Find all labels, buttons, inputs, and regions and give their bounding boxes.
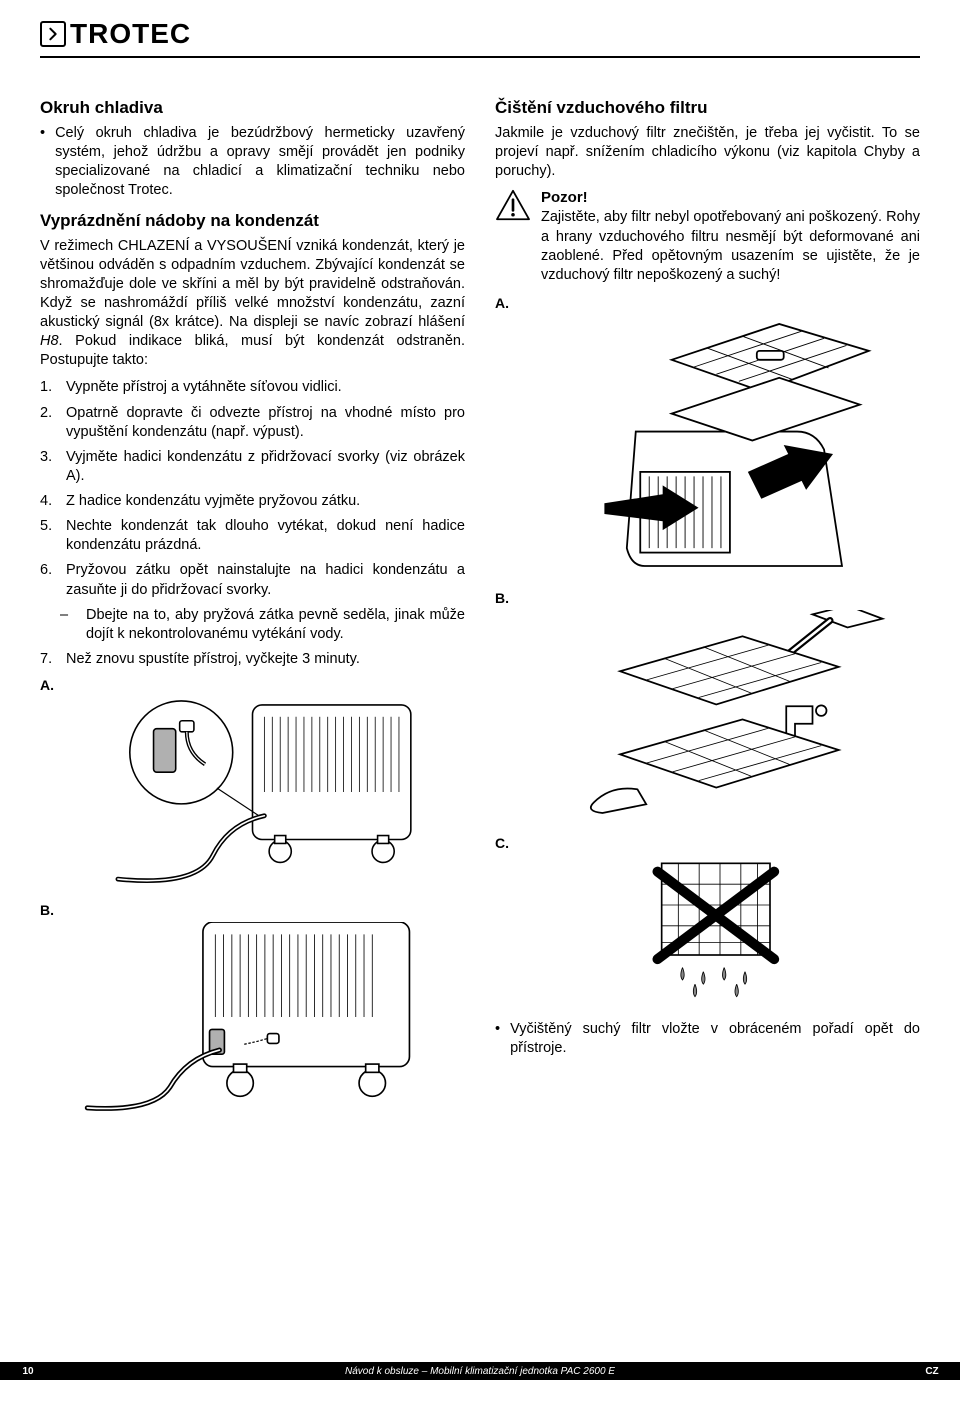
figure-c-label: C. xyxy=(495,835,920,851)
step-5: 5. Nechte kondenzát tak dlouho vytékat, … xyxy=(40,517,465,555)
figure-b-label: B. xyxy=(40,902,465,918)
step-text: Než znovu spustíte přístroj, vyčkejte 3 … xyxy=(66,650,465,669)
bullet-dot-icon: • xyxy=(40,124,45,201)
figure-a-filter-remove xyxy=(495,315,920,580)
brand-name: TROTEC xyxy=(70,18,191,50)
step-num: 3. xyxy=(40,448,58,486)
right-column: Čištění vzduchového filtru Jakmile je vz… xyxy=(495,98,920,1127)
intro-vyprazdneni: V režimech CHLAZENÍ a VYSOUŠENÍ vzniká k… xyxy=(40,237,465,371)
figure-a-drain-detail xyxy=(40,697,465,892)
footer-lang: CZ xyxy=(912,1366,952,1377)
bullet-reinstall: • Vyčištěný suchý filtr vložte v obrácen… xyxy=(495,1020,920,1058)
step-6: 6. Pryžovou zátku opět nainstalujte na h… xyxy=(40,561,465,599)
figure-c-no-dry-install xyxy=(495,855,920,1010)
step-num: 4. xyxy=(40,492,58,511)
page-footer: 10 Návod k obsluze – Mobilní klimatizačn… xyxy=(0,1362,960,1380)
footer-title: Návod k obsluze – Mobilní klimatizační j… xyxy=(48,1366,912,1377)
figure-a2-label: A. xyxy=(495,295,920,311)
step-6-sub: – Dbejte na to, aby pryžová zátka pevně … xyxy=(60,606,465,644)
step-1: 1. Vypněte přístroj a vytáhněte síťovou … xyxy=(40,378,465,397)
chevron-right-icon xyxy=(40,21,66,47)
warning-text: Zajistěte, aby filtr nebyl opotřebovaný … xyxy=(541,208,920,285)
step-num: 6. xyxy=(40,561,58,599)
step-2: 2. Opatrně dopravte či odvezte přístroj … xyxy=(40,404,465,442)
step-text: Pryžovou zátku opět nainstalujte na hadi… xyxy=(66,561,465,599)
brand-logo: TROTEC xyxy=(40,18,920,50)
bullet-okruh-text: Celý okruh chladiva je bezúdržbový herme… xyxy=(55,124,465,201)
dash-icon: – xyxy=(60,606,78,644)
step-text: Nechte kondenzát tak dlouho vytékat, dok… xyxy=(66,517,465,555)
step-text: Vyjměte hadici kondenzátu z přidržovací … xyxy=(66,448,465,486)
left-column: Okruh chladiva • Celý okruh chladiva je … xyxy=(40,98,465,1127)
step-num: 2. xyxy=(40,404,58,442)
figure-b-filter-vacuum xyxy=(495,610,920,825)
step-text: Vypněte přístroj a vytáhněte síťovou vid… xyxy=(66,378,465,397)
figure-a-label: A. xyxy=(40,677,465,693)
step-num: 1. xyxy=(40,378,58,397)
step-text: Opatrně dopravte či odvezte přístroj na … xyxy=(66,404,465,442)
step-sub-text: Dbejte na to, aby pryžová zátka pevně se… xyxy=(86,606,465,644)
footer-page-number: 10 xyxy=(8,1366,48,1377)
step-3: 3. Vyjměte hadici kondenzátu z přidržova… xyxy=(40,448,465,486)
intro-cisteni: Jakmile je vzduchový filtr znečištěn, je… xyxy=(495,124,920,181)
bullet-okruh: • Celý okruh chladiva je bezúdržbový her… xyxy=(40,124,465,201)
heading-vyprazdneni: Vyprázdnění nádoby na kondenzát xyxy=(40,211,465,231)
step-4: 4. Z hadice kondenzátu vyjměte pryžovou … xyxy=(40,492,465,511)
step-num: 5. xyxy=(40,517,58,555)
figure-b2-label: B. xyxy=(495,590,920,606)
bullet-reinstall-text: Vyčištěný suchý filtr vložte v obráceném… xyxy=(510,1020,920,1058)
heading-cisteni: Čištění vzduchového filtru xyxy=(495,98,920,118)
warning-title: Pozor! xyxy=(541,189,920,206)
warning-triangle-icon xyxy=(495,189,531,221)
figure-b-drain-open xyxy=(40,922,465,1117)
heading-okruh: Okruh chladiva xyxy=(40,98,465,118)
step-7: 7. Než znovu spustíte přístroj, vyčkejte… xyxy=(40,650,465,669)
header-logo-bar: TROTEC xyxy=(40,0,920,58)
warning-block: Pozor! Zajistěte, aby filtr nebyl opotře… xyxy=(495,189,920,285)
step-text: Z hadice kondenzátu vyjměte pryžovou zát… xyxy=(66,492,465,511)
bullet-dot-icon: • xyxy=(495,1020,500,1058)
step-num: 7. xyxy=(40,650,58,669)
